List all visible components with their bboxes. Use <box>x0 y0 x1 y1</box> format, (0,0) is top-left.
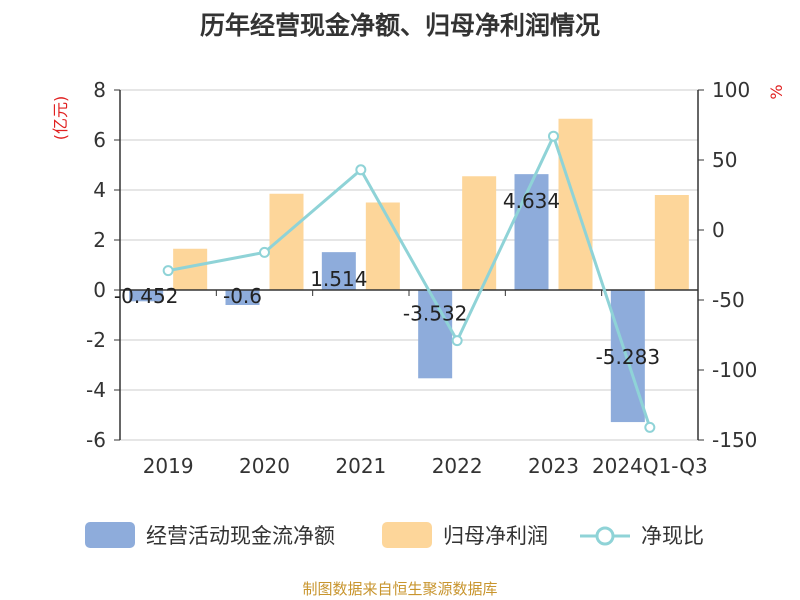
bar-profit <box>462 176 497 290</box>
legend-swatch-profit <box>382 522 432 548</box>
ratio-point <box>259 246 270 258</box>
right-axis-unit: % <box>767 84 786 99</box>
legend-swatch-cashflow <box>85 522 135 548</box>
legend-label-profit: 归母净利润 <box>443 524 548 548</box>
x-tick-label: 2021 <box>335 454 386 478</box>
left-tick-label: 0 <box>93 278 106 302</box>
left-tick-label: 8 <box>93 78 106 102</box>
right-axis-ticks: 100 50 0 -50 -100 -150 <box>698 78 757 452</box>
left-tick-label: -6 <box>86 428 106 452</box>
bar-cashflow <box>225 290 260 305</box>
data-label-cashflow: -0.452 <box>114 284 178 308</box>
x-tick-label: 2019 <box>143 454 194 478</box>
right-tick-label: 50 <box>712 148 737 172</box>
x-tick-label: 2022 <box>432 454 483 478</box>
bar-profit <box>365 202 400 290</box>
ratio-point <box>162 265 174 277</box>
ratio-polyline <box>167 132 652 428</box>
data-label-cashflow: 4.634 <box>503 189 560 213</box>
legend-label-ratio: 净现比 <box>641 524 704 548</box>
x-tick-label: 2023 <box>528 454 579 478</box>
ratio-point <box>644 421 656 433</box>
legend-item-ratio[interactable]: 净现比 <box>580 524 704 548</box>
right-tick-label: -100 <box>712 358 757 382</box>
left-axis-ticks: 8 6 4 2 0 -2 -4 -6 <box>86 78 120 452</box>
bar-profit <box>654 195 689 290</box>
ratio-point <box>355 164 367 176</box>
legend-swatch-ratio-marker <box>595 526 615 546</box>
right-tick-label: 100 <box>712 78 750 102</box>
bars <box>129 118 689 423</box>
ratio-point <box>451 335 463 347</box>
ratio-line <box>162 130 656 433</box>
bar-cashflow <box>321 252 356 290</box>
left-tick-label: -4 <box>86 378 106 402</box>
data-label-cashflow: -3.532 <box>403 301 467 325</box>
data-labels: -0.452 -0.6 1.514 -3.532 4.634 -5.283 <box>114 189 660 369</box>
chart-title: 历年经营现金净额、归母净利润情况 <box>200 11 600 40</box>
left-tick-label: -2 <box>86 328 106 352</box>
bar-cashflow <box>129 290 164 302</box>
ratio-point <box>548 130 559 142</box>
bar-cashflow <box>610 290 645 423</box>
data-label-cashflow: -5.283 <box>596 345 660 369</box>
right-tick-label: -150 <box>712 428 757 452</box>
right-tick-label: 0 <box>712 218 725 242</box>
legend: 经营活动现金流净额 归母净利润 净现比 <box>85 522 704 548</box>
legend-label-cashflow: 经营活动现金流净额 <box>146 524 335 548</box>
x-tick-label: 2020 <box>239 454 290 478</box>
grid-lines <box>120 89 698 441</box>
left-tick-label: 6 <box>93 128 106 152</box>
axes <box>119 90 699 440</box>
left-tick-label: 4 <box>93 178 106 202</box>
left-tick-label: 2 <box>93 228 106 252</box>
legend-item-cashflow[interactable]: 经营活动现金流净额 <box>85 522 335 548</box>
source-note: 制图数据来自恒生聚源数据库 <box>302 580 497 598</box>
right-tick-label: -50 <box>712 288 745 312</box>
data-label-cashflow: -0.6 <box>223 284 262 308</box>
legend-item-profit[interactable]: 归母净利润 <box>382 522 548 548</box>
x-axis-ticks: 2019 2020 2021 2022 2023 2024Q1-Q3 <box>143 454 708 478</box>
bar-cashflow <box>418 290 453 379</box>
left-axis-unit: (亿元) <box>51 96 70 141</box>
x-tick-label: 2024Q1-Q3 <box>592 454 708 478</box>
bar-cashflow <box>514 174 549 290</box>
data-label-cashflow: 1.514 <box>310 267 367 291</box>
